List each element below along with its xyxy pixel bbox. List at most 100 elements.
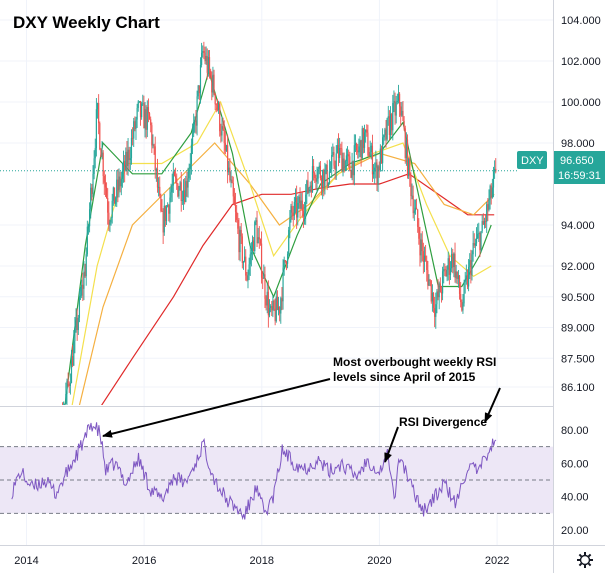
gear-icon[interactable] <box>577 552 593 568</box>
candle-body <box>289 219 291 230</box>
candle-body <box>406 139 409 177</box>
candle-body <box>131 137 134 139</box>
candle-body <box>120 178 122 187</box>
candle-body <box>427 270 429 286</box>
candle-body <box>288 229 290 255</box>
candle-body <box>350 170 352 178</box>
candle-body <box>336 145 338 154</box>
candle-body <box>76 317 78 331</box>
candle-body <box>458 275 461 294</box>
candle-body <box>163 205 165 233</box>
candle-body <box>419 238 421 256</box>
candle-body <box>436 291 438 305</box>
candle-body <box>217 104 220 111</box>
candle-body <box>113 187 116 204</box>
candle-body <box>47 429 48 440</box>
candle-body <box>98 103 100 124</box>
candle-body <box>179 182 181 191</box>
candle-body <box>305 194 307 214</box>
candle-body <box>196 96 198 126</box>
time-tick-label: 2014 <box>14 555 38 567</box>
candle-body <box>108 212 110 225</box>
candle-body <box>298 196 300 203</box>
price-tick-label: 102.000 <box>561 56 601 68</box>
candle-body <box>472 242 474 255</box>
candle-body <box>306 180 308 195</box>
candle-body <box>377 166 379 185</box>
candle-body <box>144 109 146 129</box>
candle-body <box>281 298 283 302</box>
candle-body <box>254 221 256 252</box>
candle-body <box>346 154 349 156</box>
candle-body <box>204 52 206 62</box>
candle-body <box>182 190 185 201</box>
candle-body <box>191 133 194 145</box>
candle-body <box>22 432 23 435</box>
candle-body <box>198 85 200 94</box>
divergence-annotation: RSI Divergence <box>399 415 487 429</box>
rsi-line <box>11 422 497 521</box>
candle-body <box>258 237 260 240</box>
candle-body <box>95 109 97 149</box>
candle-body <box>463 282 465 304</box>
candle-body <box>431 292 433 302</box>
candle-body <box>360 140 362 159</box>
candle-body <box>477 233 479 239</box>
candle-body <box>158 186 160 188</box>
candle-body <box>136 107 138 120</box>
candle-body <box>90 187 92 210</box>
candle-body <box>462 303 464 311</box>
candle-body <box>480 231 482 251</box>
candle-body <box>211 75 213 93</box>
candle-body <box>282 267 284 302</box>
candle-body <box>213 74 215 94</box>
candle-body <box>93 158 95 175</box>
moving-average-line <box>64 69 492 405</box>
rsi-pane[interactable] <box>0 422 553 521</box>
candle-body <box>65 393 67 404</box>
candle-body <box>247 274 249 281</box>
candle-body <box>20 426 21 440</box>
candle-body <box>374 167 376 172</box>
candle-body <box>214 93 216 105</box>
rsi-tick-label: 40.00 <box>561 492 589 504</box>
candle-body <box>84 271 86 277</box>
candle-body <box>464 279 466 283</box>
candle-body <box>286 254 289 264</box>
price-axis[interactable]: 104.000 102.000 100.000 98.000 94.000 92.000 9… <box>561 15 601 394</box>
candle-body <box>468 266 470 287</box>
candle-body <box>358 146 360 153</box>
candle-body <box>420 239 422 256</box>
candle-body <box>484 221 487 222</box>
candle-body <box>102 152 104 177</box>
candle-body <box>372 171 375 175</box>
candle-body <box>355 143 358 151</box>
candle-body <box>402 110 404 122</box>
candle-body <box>270 306 272 308</box>
candle-body <box>208 57 211 71</box>
candle-body <box>447 258 449 270</box>
chart-title: DXY Weekly Chart <box>13 13 160 32</box>
candle-body <box>490 185 492 198</box>
candle-body <box>171 185 173 193</box>
candle-body <box>135 119 137 129</box>
candle-body <box>392 103 394 131</box>
candle-body <box>489 185 491 200</box>
rsi-axis[interactable]: 80.00 60.00 40.00 20.00 <box>561 425 589 537</box>
candle-body <box>227 145 229 173</box>
price-pane[interactable] <box>0 41 517 463</box>
candle-body <box>56 431 57 444</box>
candle-body <box>367 132 369 156</box>
candle-body <box>316 178 318 182</box>
candle-body <box>79 295 82 297</box>
time-axis[interactable]: 2014 2016 2018 2020 2022 <box>14 555 509 567</box>
candle-body <box>384 129 386 136</box>
candle-body <box>126 151 128 167</box>
candle-body <box>237 219 239 229</box>
candle-body <box>63 413 64 422</box>
candle-body <box>31 430 32 437</box>
candle-body <box>460 293 462 303</box>
price-tick-label: 100.000 <box>561 97 601 109</box>
candle-body <box>253 240 255 252</box>
candle-body <box>263 274 265 279</box>
